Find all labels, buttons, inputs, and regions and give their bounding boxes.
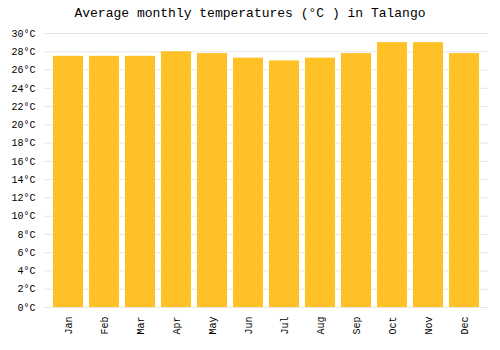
svg-text:Oct: Oct (388, 317, 399, 335)
html-text:Average monthly temperatures (: Average monthly temperatures (°C ) in Ta… (74, 6, 426, 21)
svg-text:20°C: 20°C (11, 120, 35, 131)
svg-text:Jun: Jun (244, 317, 255, 335)
svg-text:Aug: Aug (316, 317, 327, 335)
svg-text:18°C: 18°C (11, 138, 35, 149)
svg-text:28°C: 28°C (11, 47, 35, 58)
svg-text:6°C: 6°C (17, 248, 35, 259)
svg-text:2°C: 2°C (17, 284, 35, 295)
svg-text:Sep: Sep (352, 317, 363, 335)
svg-text:Mar: Mar (136, 317, 147, 335)
svg-text:Dec: Dec (460, 317, 471, 335)
svg-text:Jul: Jul (280, 317, 291, 335)
svg-text:16°C: 16°C (11, 157, 35, 168)
svg-text:30°C: 30°C (11, 29, 35, 40)
svg-text:10°C: 10°C (11, 211, 35, 222)
svg-text:0°C: 0°C (17, 303, 35, 314)
svg-text:12°C: 12°C (11, 193, 35, 204)
svg-text:22°C: 22°C (11, 102, 35, 113)
svg-text:Jan: Jan (64, 317, 75, 335)
svg-text:14°C: 14°C (11, 175, 35, 186)
svg-text:Feb: Feb (100, 317, 111, 335)
svg-text:26°C: 26°C (11, 65, 35, 76)
svg-text:8°C: 8°C (17, 230, 35, 241)
svg-text:Apr: Apr (172, 317, 183, 335)
svg-text:24°C: 24°C (11, 84, 35, 95)
svg-text:May: May (208, 317, 219, 335)
svg-text:Nov: Nov (424, 317, 435, 335)
svg-text:4°C: 4°C (17, 266, 35, 277)
